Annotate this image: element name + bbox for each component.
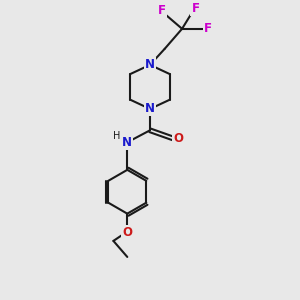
Text: N: N	[145, 58, 155, 71]
Text: O: O	[173, 132, 183, 145]
Text: F: F	[204, 22, 212, 35]
Text: N: N	[122, 136, 132, 149]
Text: H: H	[113, 131, 121, 141]
Text: F: F	[191, 2, 200, 15]
Text: O: O	[122, 226, 132, 239]
Text: N: N	[145, 102, 155, 116]
Text: F: F	[158, 4, 166, 16]
